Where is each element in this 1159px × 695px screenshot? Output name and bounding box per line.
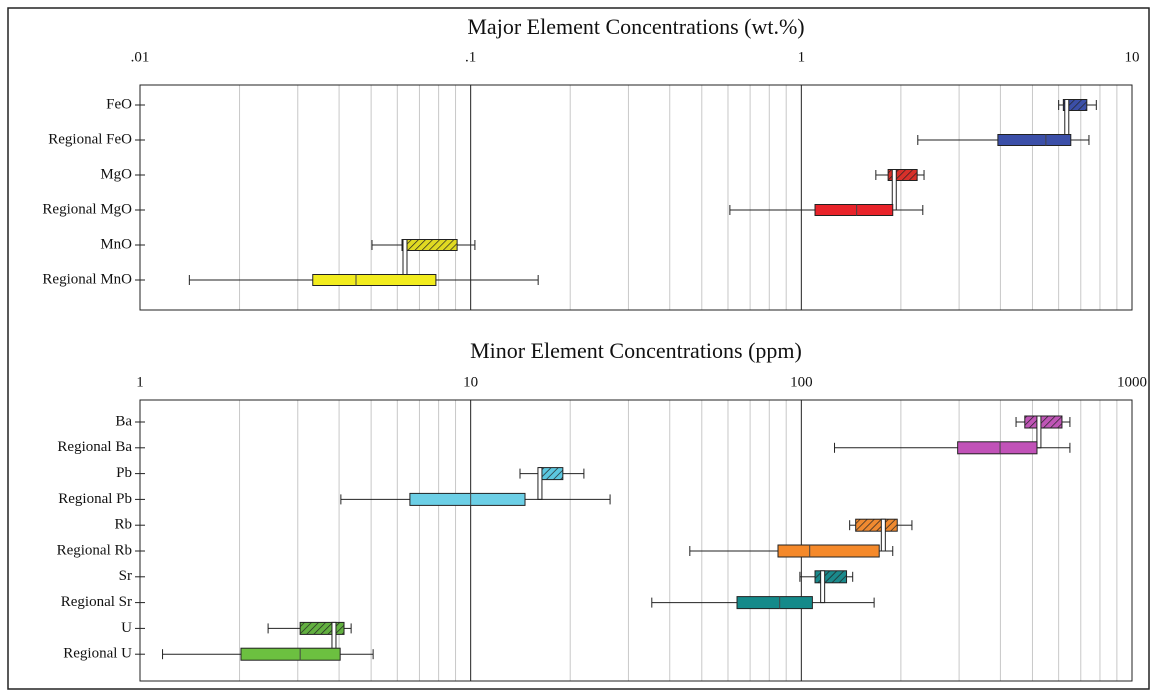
- median-connector: [891, 169, 897, 211]
- x-tick-label: 10: [463, 374, 478, 390]
- box: [887, 169, 918, 181]
- category-label: Sr: [119, 568, 132, 584]
- category-label: Regional Rb: [57, 542, 132, 558]
- box: [299, 621, 345, 635]
- box: [312, 274, 437, 286]
- median-connector: [402, 239, 408, 281]
- category-label: FeO: [106, 96, 132, 112]
- category-label: Regional FeO: [48, 131, 132, 147]
- category-label: Regional MgO: [42, 201, 132, 217]
- box: [1062, 99, 1088, 111]
- x-tick-label: 1000: [1117, 374, 1147, 390]
- category-label: Regional Sr: [61, 594, 132, 610]
- plot-frame: [139, 84, 1133, 311]
- x-tick-label: .1: [465, 49, 476, 65]
- median-connector: [1064, 99, 1070, 141]
- x-tick-label: .01: [131, 49, 150, 65]
- frame: [7, 7, 1150, 690]
- box: [855, 518, 898, 532]
- category-label: MnO: [100, 236, 132, 252]
- chart-title: Minor Element Concentrations (ppm): [470, 338, 802, 363]
- category-label: Regional Pb: [58, 491, 132, 507]
- x-tick-label: 1: [136, 374, 144, 390]
- x-tick-label: 1: [798, 49, 806, 65]
- median-connector: [1036, 415, 1042, 449]
- category-label: Rb: [114, 517, 132, 533]
- box: [240, 647, 341, 661]
- box: [736, 596, 813, 610]
- box: [409, 492, 526, 506]
- median-connector: [820, 570, 826, 604]
- category-label: Ba: [115, 413, 132, 429]
- category-label: Regional Ba: [57, 439, 132, 455]
- box: [538, 467, 564, 481]
- box: [957, 441, 1038, 455]
- box: [814, 204, 894, 216]
- box: [997, 134, 1072, 146]
- box: [777, 544, 880, 558]
- category-label: Regional MnO: [42, 271, 132, 287]
- category-label: Pb: [116, 465, 132, 481]
- box: [1024, 415, 1063, 429]
- chart-title: Major Element Concentrations (wt.%): [467, 14, 804, 39]
- category-label: MgO: [100, 166, 132, 182]
- category-label: Regional U: [63, 646, 132, 662]
- plot-frame: [139, 399, 1133, 682]
- x-tick-label: 100: [790, 374, 813, 390]
- box: [401, 239, 458, 251]
- median-connector: [537, 467, 543, 500]
- median-connector: [880, 518, 886, 552]
- box: [814, 570, 848, 584]
- x-tick-label: 10: [1125, 49, 1140, 65]
- category-label: U: [121, 620, 132, 636]
